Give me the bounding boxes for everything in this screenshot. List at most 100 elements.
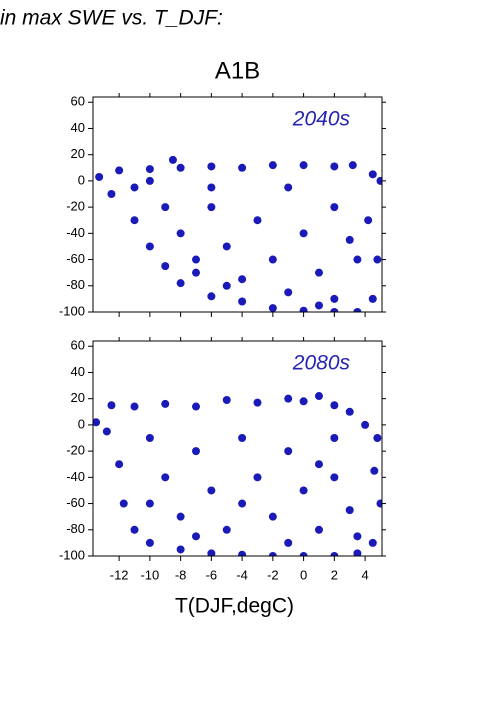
- point: [207, 549, 216, 556]
- point: [238, 163, 247, 172]
- point: [130, 525, 139, 534]
- x-tick-label: 2: [331, 567, 338, 582]
- point: [161, 203, 170, 212]
- y-tick-label: -100: [59, 303, 85, 318]
- scatter-points: [95, 155, 382, 312]
- point: [130, 402, 139, 411]
- point: [207, 162, 216, 171]
- y-tick-label: -40: [66, 225, 85, 240]
- point: [353, 255, 362, 264]
- point: [253, 398, 262, 407]
- point: [253, 473, 262, 482]
- point: [161, 473, 170, 482]
- plot-frame: [92, 96, 383, 313]
- y-tick-label: 60: [71, 338, 85, 353]
- point: [238, 275, 247, 284]
- y-tick-label: 60: [71, 94, 85, 109]
- point: [145, 176, 154, 185]
- point: [268, 161, 277, 170]
- point: [330, 294, 339, 303]
- point: [176, 229, 185, 238]
- point: [268, 255, 277, 264]
- point: [238, 499, 247, 508]
- point: [222, 281, 231, 290]
- point: [376, 499, 382, 508]
- point: [238, 550, 247, 556]
- point: [268, 304, 277, 312]
- x-tick-label: -12: [110, 567, 129, 582]
- y-tick-label: -100: [59, 547, 85, 562]
- point: [268, 512, 277, 521]
- point: [284, 394, 293, 403]
- point: [353, 308, 362, 312]
- point: [348, 161, 357, 170]
- point: [330, 434, 339, 443]
- point: [222, 242, 231, 251]
- x-tick-label: 4: [361, 567, 368, 582]
- y-tick-label: -20: [66, 443, 85, 458]
- y-tick-label: -60: [66, 495, 85, 510]
- point: [238, 297, 247, 306]
- point: [161, 399, 170, 408]
- annotation: 2040s: [292, 108, 351, 131]
- y-tick-label: 20: [71, 146, 85, 161]
- point: [115, 166, 124, 175]
- point: [314, 268, 323, 277]
- point: [222, 395, 231, 404]
- point: [107, 190, 116, 199]
- point: [361, 420, 370, 429]
- point: [330, 552, 339, 556]
- y-tick-label: -80: [66, 521, 85, 536]
- point: [284, 447, 293, 456]
- y-tick-label: -40: [66, 469, 85, 484]
- page-title: in max SWE vs. T_DJF:: [0, 7, 223, 30]
- point: [345, 235, 354, 244]
- point: [145, 165, 154, 174]
- point: [314, 460, 323, 469]
- y-tick-label: 40: [71, 364, 85, 379]
- point: [102, 427, 111, 436]
- point: [176, 163, 185, 172]
- point: [161, 262, 170, 271]
- y-tick-label: 0: [78, 416, 85, 431]
- point: [107, 401, 116, 410]
- point: [115, 460, 124, 469]
- point: [330, 308, 339, 312]
- point: [373, 255, 382, 264]
- point: [191, 532, 200, 541]
- x-tick-label: -10: [140, 567, 159, 582]
- point: [145, 242, 154, 251]
- point: [130, 216, 139, 225]
- point: [330, 162, 339, 171]
- point: [345, 506, 354, 515]
- point: [353, 549, 362, 556]
- y-tick-label: -80: [66, 277, 85, 292]
- point: [330, 401, 339, 410]
- point: [191, 255, 200, 264]
- point: [376, 176, 382, 185]
- point: [330, 473, 339, 482]
- point: [284, 288, 293, 297]
- point: [191, 402, 200, 411]
- point: [373, 434, 382, 443]
- y-tick-label: 40: [71, 120, 85, 135]
- point: [299, 397, 308, 406]
- point: [345, 407, 354, 416]
- x-tick-label: -8: [175, 567, 187, 582]
- point: [299, 161, 308, 170]
- point: [368, 538, 377, 547]
- point: [119, 499, 128, 508]
- x-axis-label: T(DJF,degC): [175, 595, 294, 618]
- point: [222, 525, 231, 534]
- point: [145, 538, 154, 547]
- point: [191, 268, 200, 277]
- x-tick-label: -2: [267, 567, 279, 582]
- point: [364, 216, 373, 225]
- point: [191, 447, 200, 456]
- chart-title: A1B: [215, 57, 260, 84]
- point: [314, 301, 323, 310]
- point: [299, 306, 308, 312]
- point: [176, 279, 185, 288]
- point: [176, 512, 185, 521]
